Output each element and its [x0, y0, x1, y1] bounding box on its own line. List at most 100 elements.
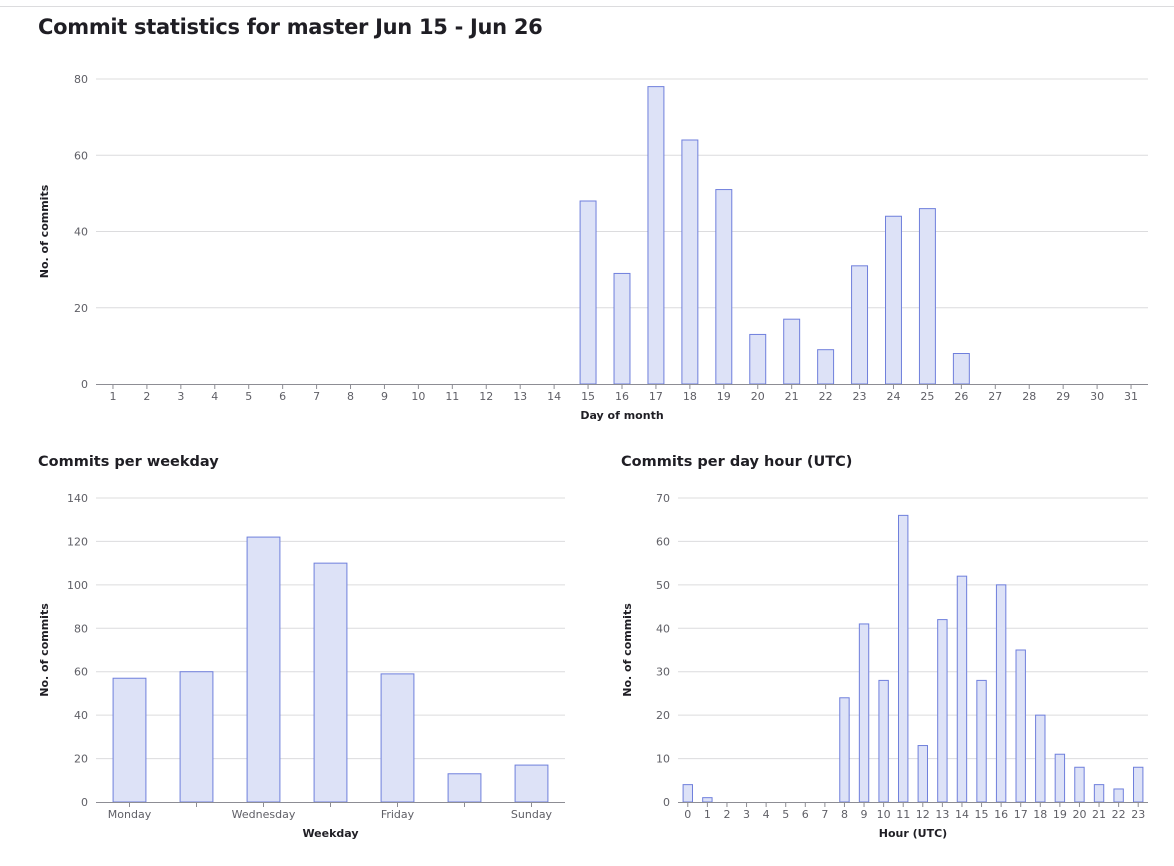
y-tick-label: 0 [663, 796, 670, 809]
x-tick-label: 16 [994, 808, 1008, 821]
y-tick-label: 40 [74, 226, 88, 239]
x-tick-label: 13 [935, 808, 949, 821]
x-tick-label: 24 [886, 390, 900, 403]
bar[interactable] [1035, 714, 1046, 803]
y-tick-label: 0 [81, 796, 88, 809]
bar[interactable] [112, 677, 147, 803]
y-tick-label: 30 [656, 666, 670, 679]
y-tick-label: 80 [74, 622, 88, 635]
bar[interactable] [1074, 766, 1085, 803]
x-tick-label: 11 [896, 808, 910, 821]
y-tick-label: 0 [81, 378, 88, 391]
bar[interactable] [1113, 788, 1124, 803]
x-tick-label: 7 [821, 808, 828, 821]
x-tick-label: 10 [411, 390, 425, 403]
y-tick-label: 20 [74, 302, 88, 315]
x-tick-label: 13 [513, 390, 527, 403]
y-tick-label: 100 [67, 579, 88, 592]
bar[interactable] [839, 697, 850, 803]
bar[interactable] [898, 514, 909, 803]
x-axis-title: Day of month [580, 409, 663, 422]
x-tick-label: 28 [1022, 390, 1036, 403]
page-title: Commit statistics for master Jun 15 - Ju… [38, 15, 543, 39]
bar[interactable] [976, 679, 987, 803]
x-tick-label: 0 [684, 808, 691, 821]
x-tick-label: 1 [109, 390, 116, 403]
x-tick-label: 20 [1072, 808, 1086, 821]
x-tick-label: Wednesday [232, 808, 296, 821]
bar[interactable] [917, 745, 928, 803]
bar[interactable] [937, 619, 948, 803]
bar[interactable] [246, 536, 281, 803]
x-tick-label: 4 [211, 390, 218, 403]
x-tick-label: 22 [1112, 808, 1126, 821]
y-tick-label: 10 [656, 753, 670, 766]
x-tick-label: 1 [704, 808, 711, 821]
bar[interactable] [179, 671, 214, 803]
x-tick-label: 14 [547, 390, 561, 403]
y-tick-label: 40 [74, 709, 88, 722]
bar[interactable] [878, 679, 889, 803]
x-tick-label: 15 [975, 808, 989, 821]
x-tick-label: 21 [1092, 808, 1106, 821]
x-tick-label: 29 [1056, 390, 1070, 403]
y-axis-title: No. of commits [38, 184, 51, 278]
x-tick-label: 5 [245, 390, 252, 403]
bar[interactable] [1054, 753, 1066, 803]
y-tick-label: 60 [656, 535, 670, 548]
x-tick-label: 9 [381, 390, 388, 403]
weekday-chart: 0 20 40 60 80 100 120 140 Monday Wednesday Friday S… [38, 492, 565, 840]
y-tick-label: 120 [67, 535, 88, 548]
weekday-chart-title: Commits per weekday [38, 454, 219, 470]
x-tick-label: 18 [1033, 808, 1047, 821]
bar[interactable] [682, 784, 693, 803]
bar[interactable] [702, 797, 713, 803]
x-tick-label: 3 [177, 390, 184, 403]
y-tick-label: 60 [74, 149, 88, 162]
bar[interactable] [956, 575, 968, 803]
x-tick-label: 9 [861, 808, 868, 821]
y-tick-label: 70 [656, 492, 670, 505]
y-tick-label: 60 [74, 666, 88, 679]
x-tick-label: 8 [841, 808, 848, 821]
x-tick-label: 26 [954, 390, 968, 403]
x-tick-label: 27 [988, 390, 1002, 403]
x-tick-label: 18 [683, 390, 697, 403]
x-tick-label: 10 [877, 808, 891, 821]
bar[interactable] [1133, 766, 1144, 803]
x-tick-label: 19 [717, 390, 731, 403]
bar[interactable] [858, 623, 870, 803]
x-tick-label: 6 [802, 808, 809, 821]
x-tick-label: 23 [1131, 808, 1145, 821]
top-divider [0, 6, 1174, 7]
x-tick-label: 7 [313, 390, 320, 403]
hour-chart-title: Commits per day hour (UTC) [621, 454, 853, 470]
x-tick-label: 20 [751, 390, 765, 403]
x-tick-label: 19 [1053, 808, 1067, 821]
x-axis-title: Weekday [302, 827, 358, 840]
x-tick-label: Sunday [511, 808, 553, 821]
x-tick-label: 15 [581, 390, 595, 403]
y-axis-title: No. of commits [621, 603, 634, 697]
y-tick-label: 140 [67, 492, 88, 505]
x-tick-label: Monday [108, 808, 152, 821]
x-tick-label: 2 [143, 390, 150, 403]
x-tick-label: 25 [920, 390, 934, 403]
x-tick-label: 22 [819, 390, 833, 403]
x-tick-label: 12 [916, 808, 930, 821]
x-tick-label: 21 [785, 390, 799, 403]
x-tick-label: 3 [743, 808, 750, 821]
bar[interactable] [1093, 784, 1105, 803]
bar[interactable] [313, 562, 348, 803]
bar[interactable] [447, 773, 482, 803]
y-tick-label: 40 [656, 622, 670, 635]
y-tick-label: 80 [74, 73, 88, 86]
y-axis-title: No. of commits [38, 603, 51, 697]
bar[interactable] [1015, 649, 1026, 803]
x-tick-label: 11 [445, 390, 459, 403]
x-tick-label: 5 [782, 808, 789, 821]
bar[interactable] [995, 584, 1007, 803]
x-axis-title: Hour (UTC) [879, 827, 947, 840]
x-tick-label: 8 [347, 390, 354, 403]
